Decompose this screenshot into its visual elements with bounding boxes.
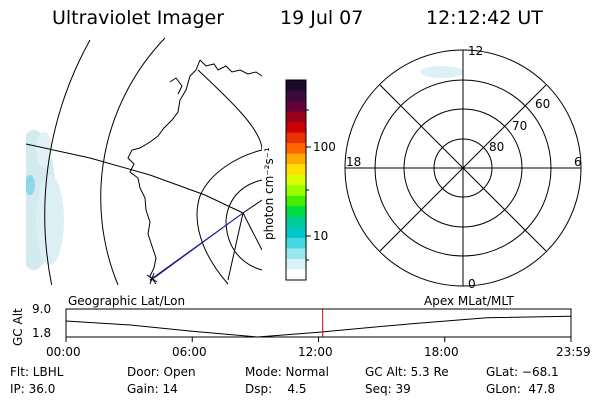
colorbar-segment bbox=[286, 269, 306, 281]
map-grid-line bbox=[242, 199, 262, 214]
lat-label-60: 60 bbox=[535, 97, 551, 111]
mlt-diagonal bbox=[379, 84, 547, 252]
info-gain: Gain: 14 bbox=[127, 382, 178, 396]
colorbar-segment bbox=[286, 143, 306, 155]
info-geo-longitude: GLon: 47.8 bbox=[486, 382, 556, 396]
earth-limb-outer bbox=[44, 39, 91, 285]
info-door: Door: Open bbox=[127, 365, 196, 379]
colorbar-segment bbox=[286, 227, 306, 239]
lat-label-70: 70 bbox=[512, 119, 528, 133]
info-mode: Mode: Normal bbox=[245, 365, 329, 379]
map-grid-line bbox=[242, 212, 262, 251]
info-gc-altitude: GC Alt: 5.3 Re bbox=[365, 365, 449, 379]
mlt-label-18: 18 bbox=[346, 155, 362, 169]
colorbar-segment bbox=[286, 258, 306, 271]
geographic-map bbox=[26, 37, 262, 285]
timeline-ylabel: GC Alt bbox=[11, 308, 25, 346]
timeline-xtick: 23:59 bbox=[556, 345, 591, 359]
info-filter: Flt: LBHL bbox=[10, 365, 64, 379]
satellite-track bbox=[149, 212, 244, 282]
colorbar-segment bbox=[286, 153, 306, 165]
colorbar-segment bbox=[286, 216, 306, 228]
info-dsp: Dsp: 4.5 bbox=[245, 382, 307, 396]
info-geo-latitude: GLat: −68.1 bbox=[486, 365, 559, 379]
colorbar-segment bbox=[286, 248, 306, 260]
altitude-profile-line bbox=[65, 315, 571, 338]
mlt-label-0: 0 bbox=[468, 277, 476, 291]
colorbar-tick-10: 10 bbox=[313, 229, 329, 243]
coastline bbox=[127, 59, 201, 285]
observation-time: 12:12:42 UT bbox=[426, 7, 543, 29]
aurora-emission-polar bbox=[420, 66, 464, 78]
map-grid-line bbox=[197, 69, 262, 151]
lat-label-80: 80 bbox=[489, 140, 505, 154]
altitude-timeline bbox=[65, 308, 572, 342]
map-grid-line bbox=[227, 212, 244, 281]
colorbar-segment bbox=[286, 164, 306, 176]
timeline-xtick: 06:00 bbox=[172, 345, 207, 359]
colorbar-segment bbox=[286, 101, 306, 113]
instrument-title: Ultraviolet Imager bbox=[52, 7, 225, 29]
earth-limb-inner bbox=[100, 37, 166, 285]
info-ip: IP: 36.0 bbox=[10, 382, 56, 396]
observation-date: 19 Jul 07 bbox=[280, 7, 364, 29]
timeline-right-title: Apex MLat/MLT bbox=[424, 294, 514, 308]
colorbar-segment bbox=[286, 132, 306, 144]
colorbar-segment bbox=[286, 174, 306, 186]
colorbar-segment bbox=[286, 111, 306, 123]
colorbar-segment bbox=[286, 195, 306, 207]
colorbar-segment bbox=[286, 237, 306, 250]
timeline-xtick: 00:00 bbox=[46, 345, 81, 359]
mlt-label-12: 12 bbox=[468, 44, 484, 58]
map-grid-line bbox=[196, 149, 262, 285]
info-sequence: Seq: 39 bbox=[365, 382, 411, 396]
satellite-marker bbox=[146, 272, 158, 285]
timeline-xtick: 12:00 bbox=[298, 345, 333, 359]
colorbar-unit-label: photon cm⁻²s⁻¹ bbox=[262, 147, 276, 240]
colorbar-segment bbox=[286, 80, 306, 92]
timeline-ymax: 9.0 bbox=[32, 302, 52, 316]
colorbar-tick-100: 100 bbox=[313, 140, 336, 154]
map-grid-line bbox=[26, 143, 244, 214]
colorbar bbox=[285, 79, 311, 281]
colorbar-segment bbox=[286, 206, 306, 218]
colorbar-segment bbox=[286, 185, 306, 197]
mlt-label-6: 6 bbox=[574, 155, 582, 169]
timeline-xtick: 18:00 bbox=[424, 345, 459, 359]
colorbar-segment bbox=[286, 90, 306, 102]
map-grid-line bbox=[225, 179, 262, 271]
timeline-ymin: 1.8 bbox=[32, 326, 52, 340]
colorbar-segment bbox=[286, 122, 306, 134]
polar-plot bbox=[344, 49, 582, 287]
timeline-left-title: Geographic Lat/Lon bbox=[68, 294, 186, 308]
